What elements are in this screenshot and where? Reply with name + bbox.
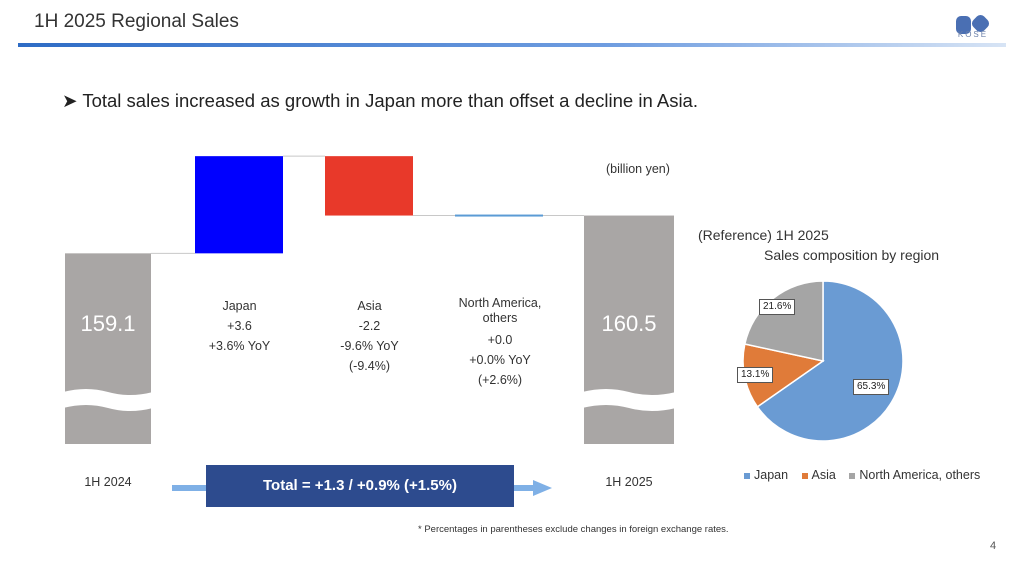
legend-item-japan: Japan bbox=[744, 468, 788, 482]
japan-label-line: +3.6 bbox=[227, 319, 252, 333]
pie-title: (Reference) 1H 2025 bbox=[698, 227, 829, 243]
na-label-line: others bbox=[482, 311, 518, 325]
change-bar-japan bbox=[195, 156, 283, 254]
bullet-arrow-icon: ➤ bbox=[62, 90, 78, 111]
legend-swatch-na bbox=[849, 472, 856, 479]
asia-label-line: (-9.4%) bbox=[349, 359, 390, 373]
japan-label-line: +3.6% YoY bbox=[208, 339, 271, 353]
unit-label: (billion yen) bbox=[606, 162, 670, 176]
total-change-box: Total = +1.3 / +0.9% (+1.5%) bbox=[206, 465, 514, 507]
na-label-line: +0.0 bbox=[487, 333, 513, 347]
na-label-line: (+2.6%) bbox=[477, 373, 523, 387]
headline-text: Total sales increased as growth in Japan… bbox=[82, 90, 698, 111]
kose-logo-icon bbox=[956, 14, 990, 34]
page-title: 1H 2025 Regional Sales bbox=[34, 11, 239, 32]
pie-label-japan: 65.3% bbox=[853, 379, 890, 395]
pie-slice-japan bbox=[756, 280, 904, 442]
end-total-bar-axis-break bbox=[582, 389, 676, 411]
logo-text: KOSÉ bbox=[957, 30, 989, 39]
legend-label: Japan bbox=[754, 468, 789, 482]
headline: ➤ Total sales increased as growth in Jap… bbox=[62, 90, 698, 112]
asia-label-line: -2.2 bbox=[358, 319, 381, 333]
japan-change-label: Japan +3.6 +3.6% YoY bbox=[182, 296, 297, 356]
asia-label-line: Asia bbox=[357, 299, 382, 313]
pie-slice-north-america-others bbox=[743, 280, 824, 362]
change-bar-north-america-others bbox=[455, 214, 543, 217]
end-period-label: 1H 2025 bbox=[605, 475, 653, 489]
change-bar-asia bbox=[325, 156, 413, 216]
asia-label-line: -9.6% YoY bbox=[340, 339, 399, 353]
pie-label-na: 21.6% bbox=[759, 299, 796, 315]
legend-label: North America, others bbox=[859, 468, 981, 482]
japan-label-line: Japan bbox=[222, 299, 257, 313]
legend-swatch-japan bbox=[744, 472, 750, 479]
start-total-bar bbox=[65, 253, 151, 444]
legend-item-asia: Asia bbox=[801, 468, 836, 482]
page-number: 4 bbox=[990, 540, 997, 552]
arrow-right-icon bbox=[533, 480, 552, 496]
legend-swatch-asia bbox=[801, 472, 808, 479]
na-label-line: North America, bbox=[458, 296, 542, 310]
start-value-label: 159.1 bbox=[80, 311, 136, 336]
asia-change-label: Asia -2.2 -9.6% YoY (-9.4%) bbox=[312, 296, 427, 376]
start-total-bar-axis-break bbox=[63, 389, 153, 411]
header-divider bbox=[18, 43, 1006, 47]
start-period-label: 1H 2024 bbox=[84, 475, 132, 489]
end-value-label: 160.5 bbox=[601, 311, 657, 336]
legend-label: Asia bbox=[811, 468, 836, 482]
pie-subtitle: Sales composition by region bbox=[764, 247, 940, 263]
legend-item-na: North America, others bbox=[849, 468, 980, 482]
footnote: * Percentages in parentheses exclude cha… bbox=[418, 524, 729, 535]
pie-legend: Japan Asia North America, others bbox=[744, 468, 990, 482]
na-change-label: North America, others +0.0 +0.0% YoY (+2… bbox=[440, 296, 560, 390]
na-label-line: +0.0% YoY bbox=[469, 353, 531, 367]
pie-label-asia: 13.1% bbox=[737, 367, 774, 383]
